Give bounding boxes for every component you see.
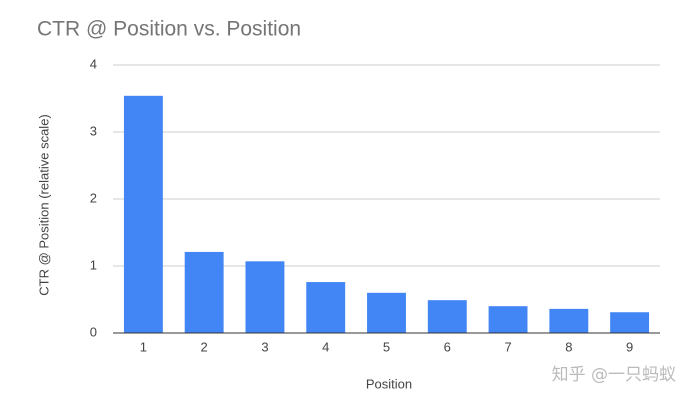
y-axis-label: CTR @ Position (relative scale): [36, 114, 51, 296]
bar: [123, 95, 163, 333]
x-tick-label: 7: [504, 339, 511, 354]
x-tick-label: 3: [261, 339, 268, 354]
y-tick-label: 3: [90, 123, 97, 138]
y-tick-label: 2: [90, 190, 97, 205]
x-tick-label: 2: [201, 339, 208, 354]
bar: [427, 300, 467, 333]
x-tick-label: 6: [444, 339, 451, 354]
x-tick-label: 4: [322, 339, 329, 354]
bar: [549, 308, 589, 333]
x-tick-label: 1: [140, 339, 147, 354]
bar: [367, 292, 406, 333]
bar: [488, 306, 528, 333]
bar: [245, 261, 285, 333]
watermark: 知乎 @一只蚂蚁: [552, 365, 676, 385]
chart-title: CTR @ Position vs. Position: [37, 18, 301, 41]
x-tick-label: 5: [383, 339, 390, 354]
bar: [184, 251, 224, 333]
bar: [610, 312, 650, 333]
bar: [306, 282, 346, 333]
x-tick-label: 8: [565, 339, 572, 354]
x-axis-label: Position: [366, 376, 412, 391]
x-tick-label: 9: [626, 339, 633, 354]
y-tick-label: 0: [90, 324, 97, 339]
y-tick-label: 4: [90, 56, 97, 71]
y-tick-label: 1: [90, 257, 97, 272]
